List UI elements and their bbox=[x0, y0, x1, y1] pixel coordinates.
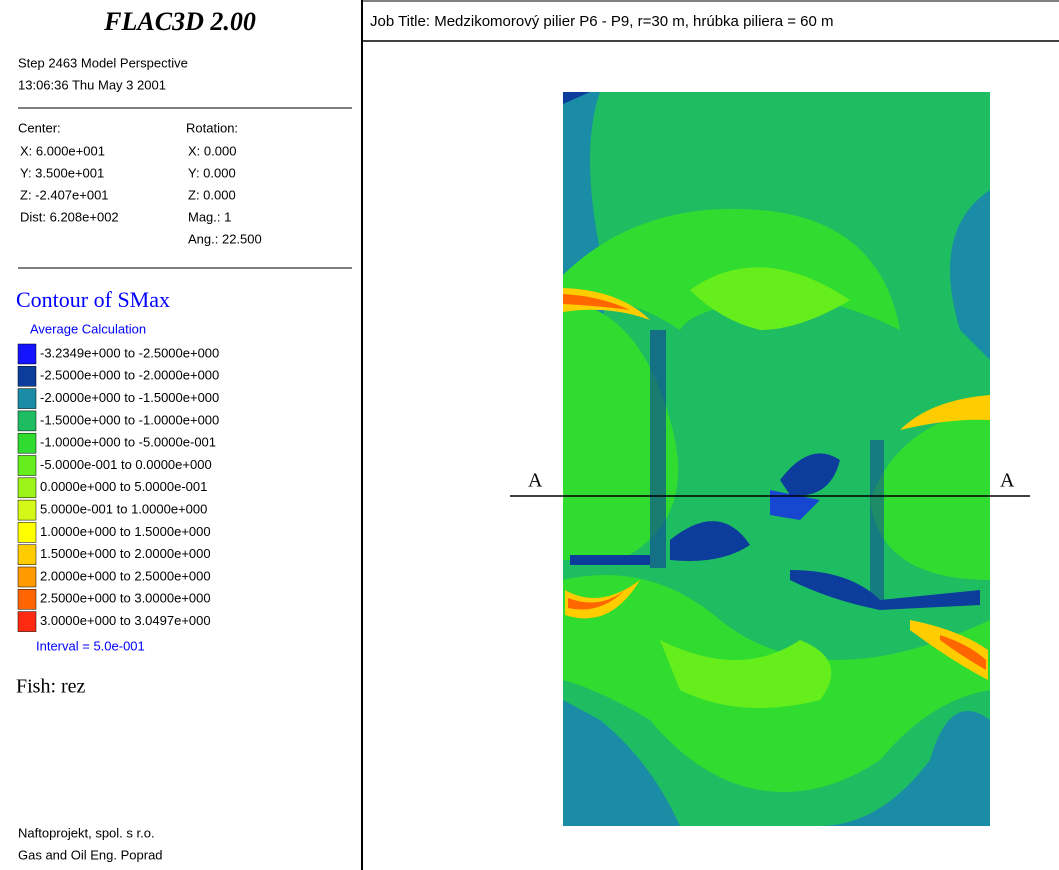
contour-plot bbox=[563, 92, 990, 826]
rotation-value: Mag.: 1 bbox=[188, 209, 231, 224]
legend-swatch bbox=[18, 522, 36, 542]
legend-label: 1.5000e+000 to 2.0000e+000 bbox=[40, 546, 211, 561]
contour-region bbox=[870, 440, 884, 600]
legend-swatch bbox=[18, 389, 36, 409]
center-value: Y: 3.500e+001 bbox=[20, 165, 104, 180]
footer-line: Gas and Oil Eng. Poprad bbox=[18, 847, 163, 862]
legend-swatch bbox=[18, 589, 36, 609]
legend-swatch bbox=[18, 567, 36, 587]
legend-swatch bbox=[18, 344, 36, 364]
legend-title: Contour of SMax bbox=[16, 287, 170, 312]
step-text: Step 2463 Model Perspective bbox=[18, 55, 188, 70]
app-title: FLAC3D 2.00 bbox=[103, 7, 256, 36]
fish-text: Fish: rez bbox=[16, 676, 86, 698]
legend-subtitle: Average Calculation bbox=[30, 321, 146, 336]
screenshot: FLAC3D 2.00 Step 2463 Model Perspective … bbox=[0, 0, 1059, 870]
contour-region bbox=[650, 330, 666, 568]
legend-swatch bbox=[18, 433, 36, 453]
legend-swatch bbox=[18, 500, 36, 520]
center-label: Center: bbox=[18, 120, 61, 135]
legend-label: -1.5000e+000 to -1.0000e+000 bbox=[40, 412, 219, 427]
center-value: Z: -2.407e+001 bbox=[20, 187, 109, 202]
legend-label: 5.0000e-001 to 1.0000e+000 bbox=[40, 502, 207, 517]
rotation-value: Z: 0.000 bbox=[188, 187, 236, 202]
footer-line: Naftoprojekt, spol. s r.o. bbox=[18, 825, 155, 840]
legend-label: -5.0000e-001 to 0.0000e+000 bbox=[40, 457, 212, 472]
legend-label: 2.5000e+000 to 3.0000e+000 bbox=[40, 591, 211, 606]
section-label: A bbox=[1000, 470, 1015, 492]
legend-label: 3.0000e+000 to 3.0497e+000 bbox=[40, 613, 211, 628]
time-text: 13:06:36 Thu May 3 2001 bbox=[18, 77, 166, 92]
legend-swatch bbox=[18, 478, 36, 498]
section-label: A bbox=[528, 470, 543, 492]
legend-label: 1.0000e+000 to 1.5000e+000 bbox=[40, 524, 211, 539]
legend-swatch bbox=[18, 411, 36, 431]
legend-label: 0.0000e+000 to 5.0000e-001 bbox=[40, 479, 207, 494]
rotation-value: Ang.: 22.500 bbox=[188, 231, 262, 246]
legend-swatch bbox=[18, 545, 36, 565]
contour-region bbox=[570, 555, 650, 565]
job-title: Job Title: Medzikomorový pilier P6 - P9,… bbox=[370, 13, 834, 30]
legend-swatch bbox=[18, 366, 36, 386]
legend-label: -2.5000e+000 to -2.0000e+000 bbox=[40, 368, 219, 383]
legend-label: -3.2349e+000 to -2.5000e+000 bbox=[40, 345, 219, 360]
legend-swatch bbox=[18, 612, 36, 632]
center-value: X: 6.000e+001 bbox=[20, 143, 105, 158]
rotation-value: X: 0.000 bbox=[188, 143, 236, 158]
legend-label: 2.0000e+000 to 2.5000e+000 bbox=[40, 568, 211, 583]
rotation-label: Rotation: bbox=[186, 120, 238, 135]
center-value: Dist: 6.208e+002 bbox=[20, 209, 119, 224]
legend-interval: Interval = 5.0e-001 bbox=[36, 638, 145, 653]
legend-label: -2.0000e+000 to -1.5000e+000 bbox=[40, 390, 219, 405]
rotation-value: Y: 0.000 bbox=[188, 165, 236, 180]
legend-swatch bbox=[18, 456, 36, 476]
legend-label: -1.0000e+000 to -5.0000e-001 bbox=[40, 435, 216, 450]
